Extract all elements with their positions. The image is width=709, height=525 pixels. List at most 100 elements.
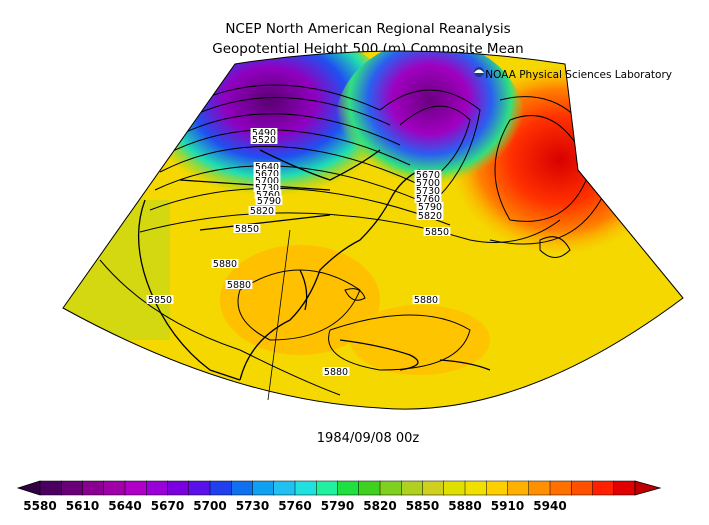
contour-label-bg	[416, 202, 444, 211]
contour-label-bg	[423, 227, 451, 236]
contour-label: 5850	[235, 224, 259, 235]
contour-label-bg	[211, 259, 239, 268]
map-border	[62, 50, 684, 410]
colorbar-swatch	[252, 480, 275, 496]
contour-label-bg	[322, 367, 350, 376]
contour-label-bg	[414, 194, 442, 203]
colorbar-tick-label: 5790	[321, 499, 354, 513]
contour-label: 5700	[255, 176, 279, 187]
contour-label-bg	[248, 206, 276, 215]
colorbar-swatch	[273, 480, 296, 496]
colorbar-swatch	[486, 480, 509, 496]
field-trough-east	[335, 51, 525, 210]
field-gulf-high	[220, 245, 380, 355]
contour-label: 5490	[252, 128, 276, 139]
contour-label-bg	[254, 190, 282, 199]
date-label: 1984/09/08 00z	[317, 431, 420, 446]
contour-label-bg	[416, 211, 444, 220]
contour-label-bg	[250, 135, 278, 144]
colorbar-swatch	[209, 480, 232, 496]
contour-label: 5880	[227, 280, 251, 291]
contour-label-bg	[412, 295, 440, 304]
colorbar-swatch	[61, 480, 84, 496]
colorbar: 5580 5610 5640 5670 5700 5730 5760 5790 5820 5850…	[16, 480, 662, 513]
contour-label: 5850	[425, 227, 449, 238]
colorbar-swatch	[82, 480, 105, 496]
colorbar-swatch	[549, 480, 572, 496]
colorbar-swatch	[294, 480, 317, 496]
contour-label-bg	[250, 128, 278, 137]
colorbar-swatch	[337, 480, 360, 496]
colorbar-tick-label: 5730	[236, 499, 269, 513]
colorbar-swatch	[167, 480, 190, 496]
colorbar-swatch	[231, 480, 254, 496]
colorbar-tick-label: 5760	[278, 499, 311, 513]
contour-label-bg	[253, 162, 281, 171]
contour-label-bg	[414, 178, 442, 187]
colorbar-swatch	[379, 480, 402, 496]
colorbar-right-arrow	[634, 480, 662, 496]
colorbar-tick-label: 5850	[406, 499, 439, 513]
colorbar-swatch	[316, 480, 339, 496]
colorbar-tick-label: 5580	[23, 499, 56, 513]
colorbar-swatch	[358, 480, 381, 496]
colorbar-tick-label: 5610	[66, 499, 99, 513]
contour-label: 5730	[255, 183, 279, 194]
colorbar-swatch	[528, 480, 551, 496]
contour-label: 5700	[416, 178, 440, 189]
contour-label-bg	[255, 196, 283, 205]
colorbar-left-arrow	[16, 480, 41, 496]
contour-label-bg	[146, 295, 174, 304]
colorbar-swatch	[124, 480, 147, 496]
colorbar-swatch	[401, 480, 424, 496]
contour-label-bg	[225, 280, 253, 289]
contour-label: 5850	[148, 295, 172, 306]
contour-label-bg	[253, 169, 281, 178]
contour-label: 5820	[250, 206, 274, 217]
colorbar-tick-label: 5820	[363, 499, 396, 513]
contour-label: 5670	[255, 169, 279, 180]
colorbar-swatch	[571, 480, 594, 496]
colorbar-swatch	[464, 480, 487, 496]
colorbar-swatch	[39, 480, 62, 496]
credit-label: NOAA Physical Sciences Laboratory	[485, 69, 672, 81]
noaa-logo-icon	[474, 67, 484, 77]
contour-label: 5730	[416, 186, 440, 197]
colorbar-tick-label: 5700	[193, 499, 226, 513]
contour-label: 5520	[252, 135, 276, 146]
colorbar-swatch	[422, 480, 445, 496]
contour-label: 5790	[257, 196, 281, 207]
contour-label-bg	[233, 224, 261, 233]
contour-label: 5790	[418, 202, 442, 213]
contour-label-bg	[414, 186, 442, 195]
colorbar-swatch	[146, 480, 169, 496]
field-west-band	[63, 200, 170, 340]
contour-label: 5760	[416, 194, 440, 205]
coastlines	[137, 149, 491, 381]
colorbar-swatch	[592, 480, 615, 496]
contour-label-bg	[414, 170, 442, 179]
colorbar-tick-label: 5640	[108, 499, 141, 513]
contour-lines	[99, 84, 611, 396]
contour-label: 5880	[324, 367, 348, 378]
colorbar-tick-label: 5940	[533, 499, 566, 513]
colorbar-tick-label: 5880	[448, 499, 481, 513]
colorbar-swatch	[613, 480, 636, 496]
contour-labels: 5490552056405670570057305760579058205850…	[146, 128, 451, 378]
colorbar-tick-label: 5910	[491, 499, 524, 513]
colorbar-tick-label: 5670	[151, 499, 184, 513]
contour-label: 5880	[414, 295, 438, 306]
colorbar-swatch	[507, 480, 530, 496]
map-panel	[63, 51, 683, 410]
colorbar-swatch	[188, 480, 211, 496]
contour-label: 5820	[418, 211, 442, 222]
contour-label: 5670	[416, 170, 440, 181]
meridian-line	[267, 229, 291, 401]
chart-title-line-1: NCEP North American Regional Reanalysis	[225, 21, 510, 37]
contour-label-bg	[253, 183, 281, 192]
contour-label: 5760	[256, 190, 280, 201]
colorbar-swatch	[443, 480, 466, 496]
contour-label: 5640	[255, 162, 279, 173]
contour-label: 5880	[213, 259, 237, 270]
